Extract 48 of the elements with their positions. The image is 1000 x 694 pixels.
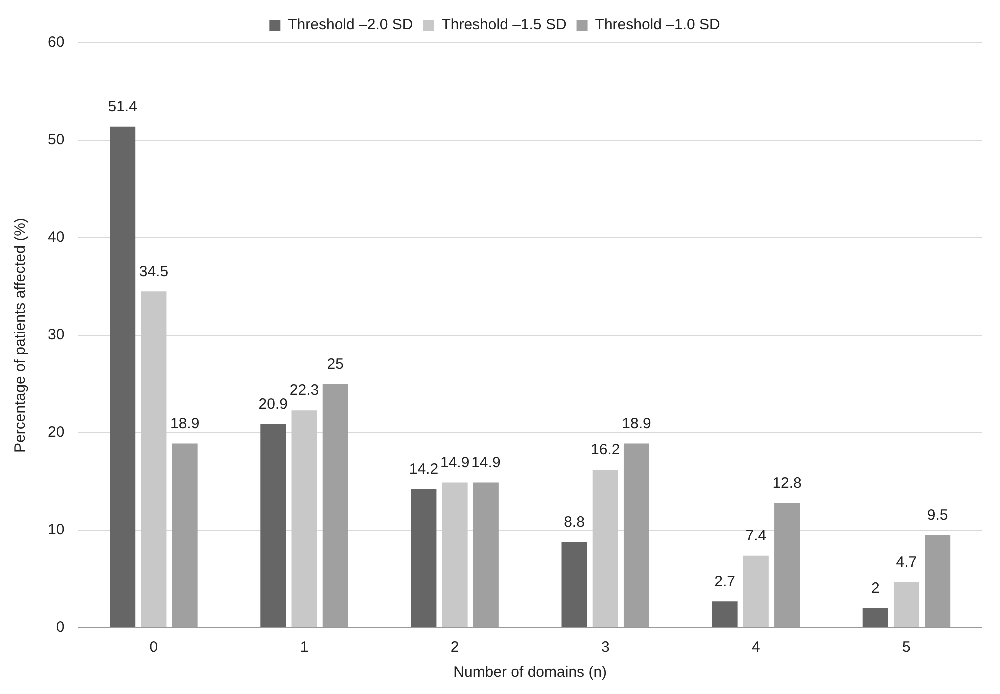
data-label: 12.8 [772, 474, 802, 492]
legend-label: Threshold –2.0 SD [288, 16, 414, 34]
y-tick-label: 20 [48, 424, 65, 442]
bar [141, 292, 167, 628]
y-tick-label: 30 [48, 326, 65, 344]
bar [894, 582, 920, 628]
y-tick-label: 50 [48, 132, 65, 149]
x-tick-label: 4 [752, 639, 760, 656]
x-tick-label: 0 [150, 639, 158, 656]
x-tick-label: 5 [902, 639, 911, 656]
data-label: 14.9 [440, 454, 470, 472]
bar [712, 602, 738, 628]
data-label: 20.9 [258, 396, 288, 413]
data-label: 18.9 [622, 415, 652, 432]
data-label: 16.2 [591, 442, 620, 459]
data-label: 34.5 [139, 263, 169, 280]
bar [562, 542, 588, 628]
x-tick-label: 2 [450, 639, 460, 656]
x-tick-label: 3 [601, 639, 610, 656]
bar [292, 410, 318, 628]
legend-label: Threshold –1.5 SD [442, 16, 567, 34]
data-label: 18.9 [170, 415, 200, 432]
bar [862, 608, 888, 628]
x-axis-title: Number of domains (n) [454, 664, 608, 682]
y-tick-label: 60 [48, 34, 65, 52]
legend-label: Threshold –1.0 SD [595, 16, 721, 34]
x-tick-label: 1 [300, 639, 309, 656]
y-tick-label: 0 [56, 619, 65, 636]
y-tick-label: 40 [48, 229, 65, 246]
data-label: 9.5 [927, 507, 948, 524]
data-label: 22.3 [290, 382, 320, 400]
data-label: 14.2 [409, 461, 439, 478]
data-label: 7.4 [746, 527, 767, 544]
bar [411, 490, 437, 628]
bar [592, 470, 618, 628]
y-axis-title: Percentage of patients affected (%) [12, 218, 30, 453]
data-label: 2 [871, 580, 880, 598]
data-label: 4.7 [896, 554, 918, 571]
bar [260, 424, 286, 628]
bar [442, 482, 468, 628]
data-label: 2.7 [714, 573, 736, 590]
bar [743, 556, 769, 628]
data-label: 8.8 [564, 514, 585, 531]
y-tick-label: 10 [48, 522, 65, 539]
data-label: 25 [327, 356, 344, 373]
data-label: 14.9 [472, 454, 501, 472]
data-label: 51.4 [108, 98, 138, 116]
bar [110, 126, 136, 628]
